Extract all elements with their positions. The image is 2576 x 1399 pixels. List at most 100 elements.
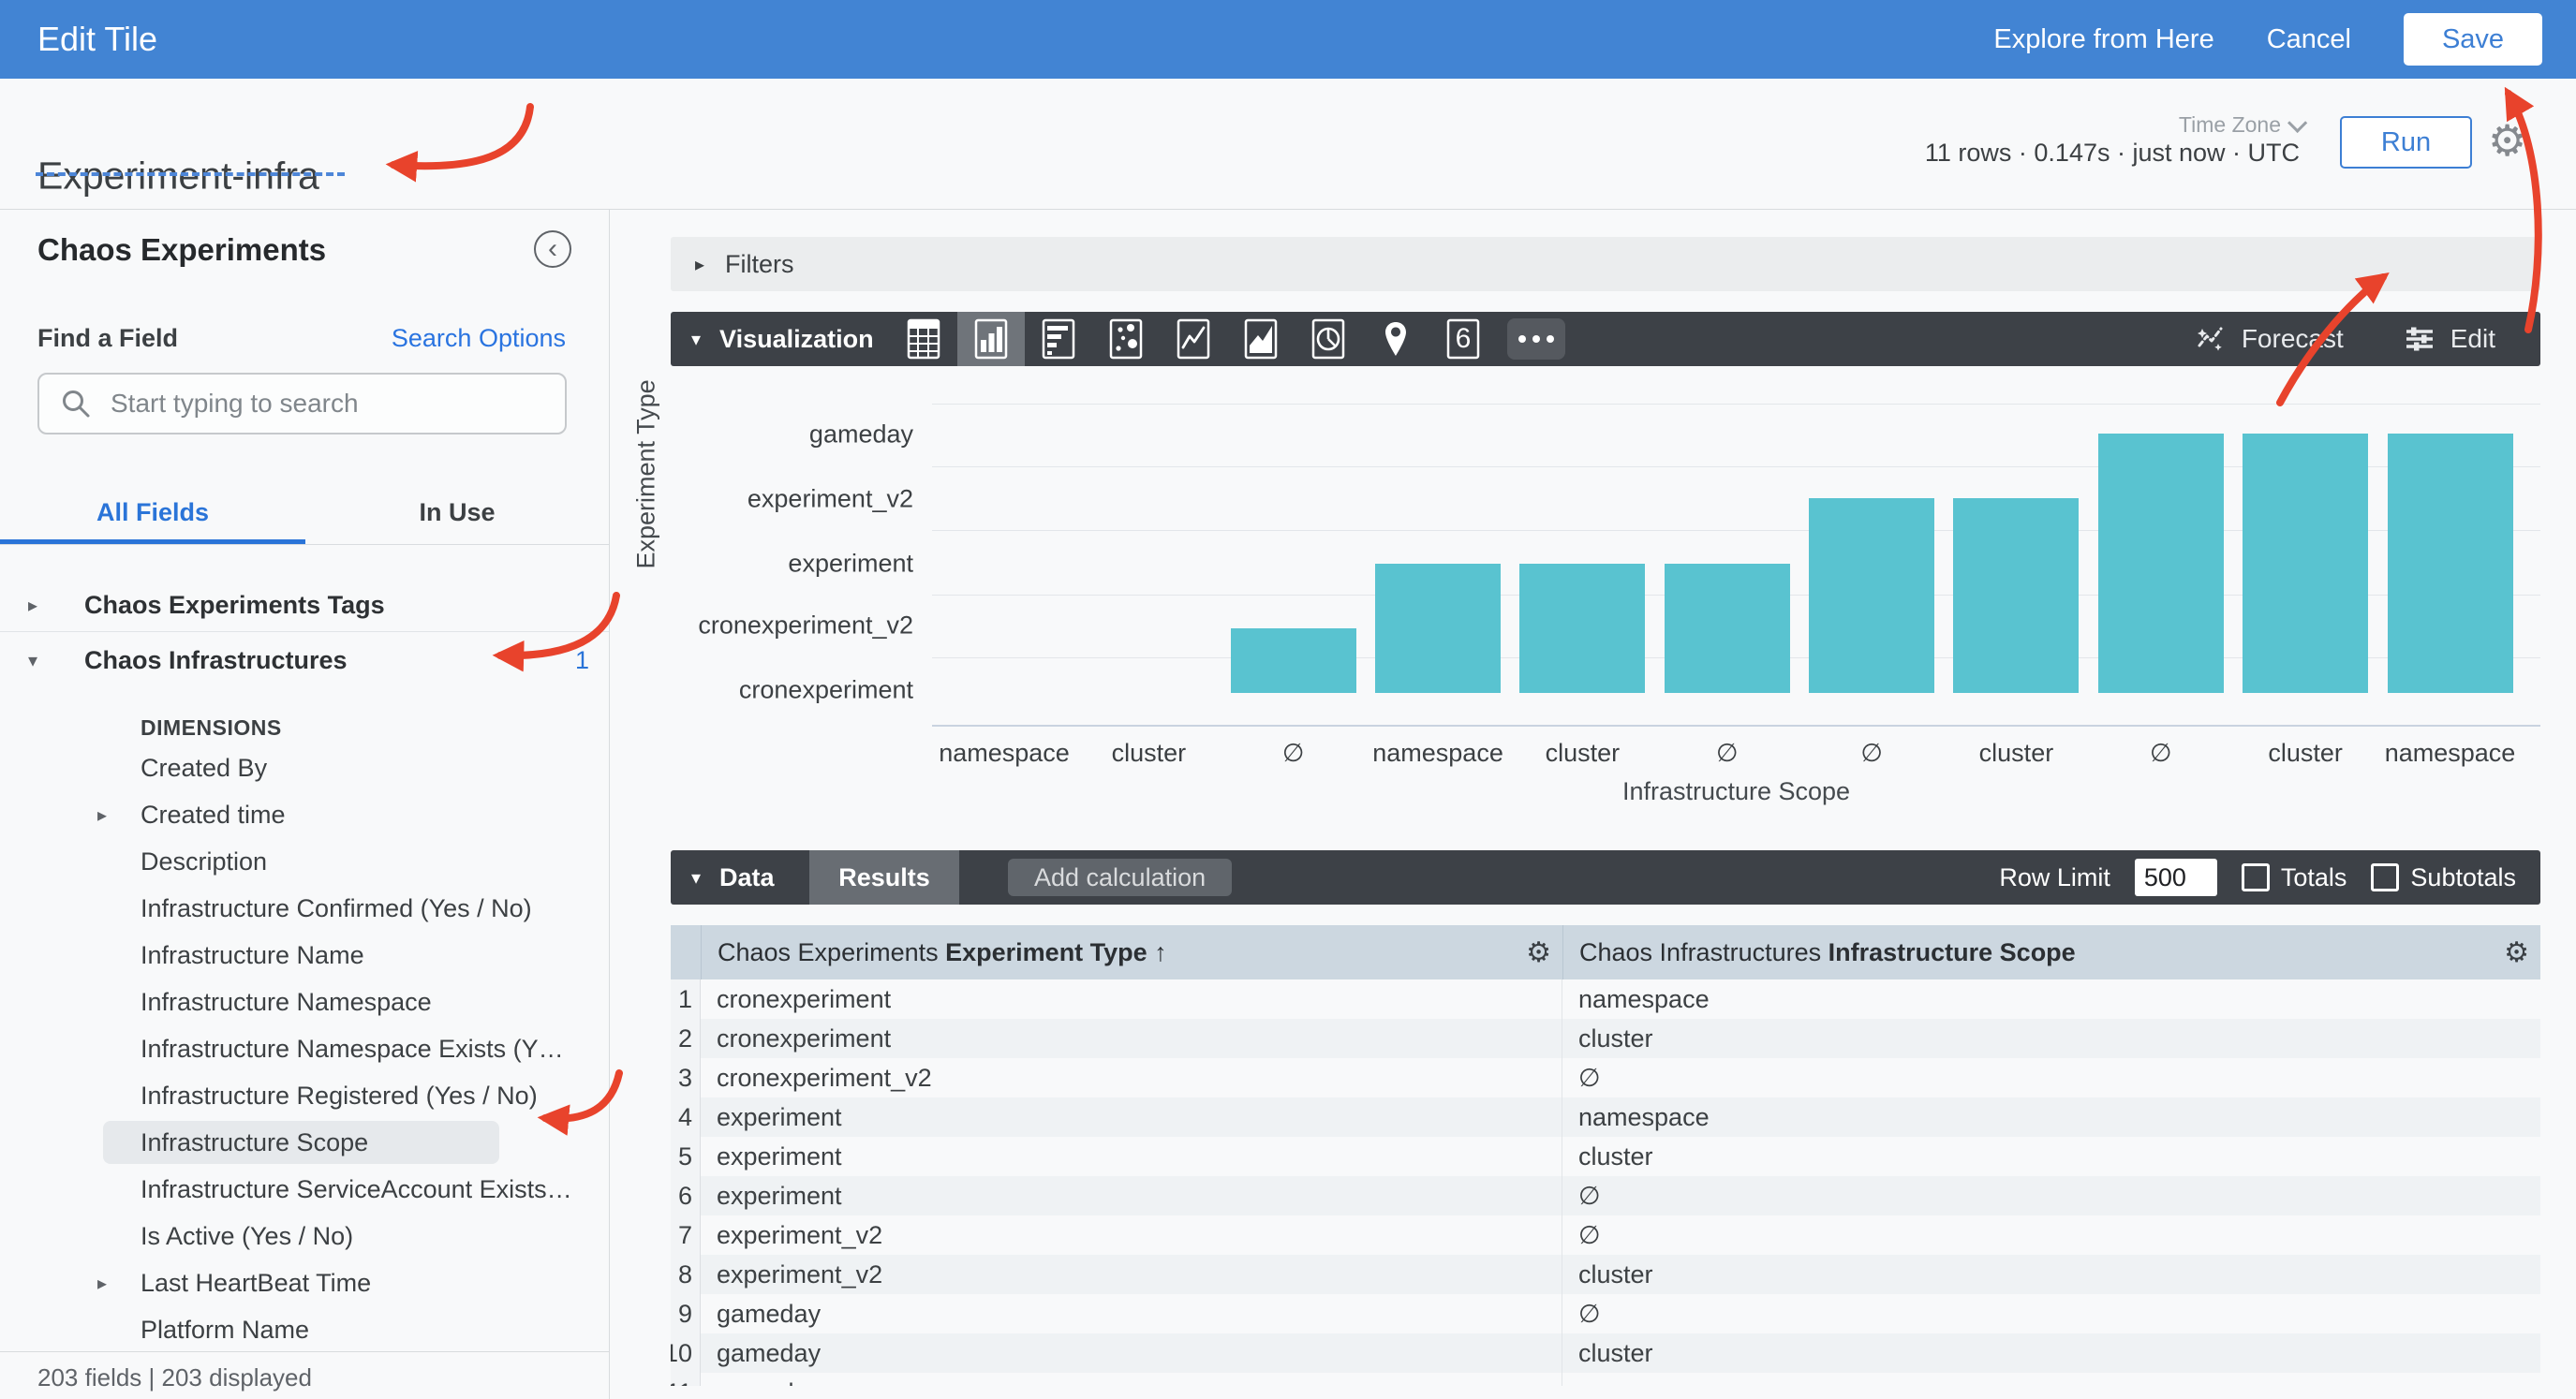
field-item[interactable]: Infrastructure Name [141,940,364,969]
line-chart-icon[interactable] [1160,312,1227,366]
table-row[interactable]: 3 cronexperiment_v2 ∅ [671,1058,2540,1097]
field-item[interactable]: Infrastructure Registered (Yes / No) [141,1081,538,1110]
table-row[interactable]: 5 experiment cluster [671,1137,2540,1176]
cell-experiment-type[interactable]: cronexperiment_v2 [701,1058,1562,1097]
map-pin-icon[interactable] [1362,312,1429,366]
forecast-button[interactable]: Forecast [2195,323,2344,355]
expand-caret-icon[interactable]: ▸ [97,1273,108,1294]
bar-chart-icon[interactable] [1025,312,1092,366]
field-item[interactable]: Created By [141,753,268,782]
timezone-control[interactable]: Time Zone [2179,112,2308,138]
gear-icon[interactable]: ⚙ [2504,936,2529,968]
cell-infrastructure-scope[interactable]: ∅ [1578,1063,1601,1092]
cell-experiment-type[interactable]: experiment [701,1176,1562,1215]
cell-experiment-type[interactable]: cronexperiment [701,1019,1562,1058]
sidebar-group-chaos-experiments-tags[interactable]: ▸ Chaos Experiments Tags [28,590,385,619]
cell-infrastructure-scope[interactable]: ∅ [1578,1181,1601,1210]
expand-caret-icon[interactable]: ▸ [695,254,705,275]
field-item[interactable]: Description [141,847,268,876]
cell-experiment-type[interactable]: gameday [701,1333,1562,1373]
cell-infrastructure-scope[interactable]: namespace [1562,1373,2539,1387]
field-item[interactable]: ▸ Last HeartBeat Time [97,1268,372,1297]
table-row[interactable]: 7 experiment_v2 ∅ [671,1215,2540,1255]
cell-infrastructure-scope[interactable]: cluster [1578,1259,1653,1289]
field-item[interactable]: Platform Name [141,1315,310,1344]
tab-all-fields[interactable]: All Fields [96,498,210,526]
subtotals-checkbox[interactable]: Subtotals [2371,863,2516,892]
visualization-toggle[interactable]: ▾ Visualization [671,312,874,366]
bar[interactable] [1519,563,1646,693]
field-search-box[interactable] [37,373,567,434]
cell-experiment-type[interactable]: experiment [701,1137,1562,1176]
field-item[interactable]: Infrastructure Namespace Exists (Y… [141,1034,564,1063]
tile-name[interactable]: Experiment-infra [37,154,319,198]
cell-experiment-type[interactable]: experiment_v2 [701,1215,1562,1255]
cell-infrastructure-scope[interactable]: ∅ [1578,1220,1601,1249]
row-limit-input[interactable] [2134,859,2217,896]
save-button[interactable]: Save [2404,13,2542,66]
field-item[interactable]: ▸ Created time [97,800,286,829]
table-row[interactable]: 2 cronexperiment cluster [671,1019,2540,1058]
table-row[interactable]: 10 gameday cluster [671,1333,2540,1373]
sidebar-group-chaos-infrastructures[interactable]: ▾ Chaos Infrastructures 1 [0,631,609,688]
cell-infrastructure-scope[interactable]: cluster [1578,1338,1653,1367]
search-options-link[interactable]: Search Options [391,324,566,352]
field-item[interactable]: Is Active (Yes / No) [141,1221,354,1250]
expand-caret-icon[interactable]: ▸ [28,595,38,616]
cell-experiment-type[interactable]: experiment [701,1097,1562,1137]
column-header-infrastructure-scope[interactable]: Chaos Infrastructures Infrastructure Sco… [1579,936,2529,968]
cell-infrastructure-scope[interactable]: namespace [1578,1102,1710,1131]
area-chart-icon[interactable] [1227,312,1295,366]
table-row[interactable]: 11gamedaynamespace [671,1373,2540,1386]
cell-experiment-type[interactable]: gameday [701,1373,1562,1386]
field-item[interactable]: Infrastructure Confirmed (Yes / No) [141,893,532,922]
table-row[interactable]: 1 cronexperiment namespace [671,979,2540,1019]
pie-chart-icon[interactable] [1295,312,1362,366]
cell-infrastructure-scope[interactable]: ∅ [1578,1299,1601,1328]
add-calculation-button[interactable]: Add calculation [1008,859,1233,896]
data-toggle[interactable]: ▾ Data [671,850,775,905]
cell-experiment-type[interactable]: experiment_v2 [701,1255,1562,1294]
cancel-button[interactable]: Cancel [2266,23,2351,54]
totals-checkbox[interactable]: Totals [2241,863,2347,892]
collapse-sidebar-icon[interactable]: ‹ [534,230,571,268]
bar[interactable] [2387,434,2513,693]
column-header-experiment-type[interactable]: Chaos Experiments Experiment Type ↑ ⚙ [702,925,1563,979]
table-row[interactable]: 8 experiment_v2 cluster [671,1255,2540,1294]
field-item[interactable]: Infrastructure ServiceAccount Exists… [141,1174,572,1203]
table-row[interactable]: 4 experiment namespace [671,1097,2540,1137]
bar[interactable] [2243,434,2369,693]
search-input[interactable] [109,388,525,420]
run-button[interactable]: Run [2340,116,2472,169]
bar[interactable] [2097,434,2224,693]
bar[interactable] [1809,498,1935,693]
table-row[interactable]: 6 experiment ∅ [671,1176,2540,1215]
single-value-icon[interactable]: 6 [1429,312,1497,366]
field-item[interactable]: Infrastructure Namespace [141,987,432,1016]
collapse-caret-icon[interactable]: ▾ [28,650,38,671]
bar[interactable] [1230,627,1356,693]
cell-experiment-type[interactable]: cronexperiment [701,979,1562,1019]
cell-infrastructure-scope[interactable]: cluster [1578,1023,1653,1053]
bar[interactable] [1375,563,1502,693]
tab-in-use[interactable]: In Use [419,498,496,526]
cell-experiment-type[interactable]: gameday [701,1294,1562,1333]
edit-visualization-button[interactable]: Edit [2404,323,2495,355]
table-icon[interactable] [890,312,957,366]
gear-icon[interactable]: ⚙ [1526,936,1551,968]
scatter-plot-icon[interactable] [1092,312,1160,366]
table-row[interactable]: 9 gameday ∅ [671,1294,2540,1333]
cell-infrastructure-scope[interactable]: cluster [1578,1141,1653,1171]
expand-caret-icon[interactable]: ▸ [97,804,108,826]
gear-icon[interactable]: ⚙ [2488,116,2527,165]
field-item[interactable]: Infrastructure Scope [0,1119,609,1166]
column-chart-icon[interactable] [957,312,1025,366]
bar[interactable] [1953,498,2080,693]
sliders-icon [2406,327,2433,351]
more-options-icon[interactable] [1497,312,1576,366]
results-tab[interactable]: Results [809,850,959,905]
explore-from-here-button[interactable]: Explore from Here [1993,23,2214,54]
cell-infrastructure-scope[interactable]: namespace [1578,984,1710,1013]
filters-section-header[interactable]: ▸ Filters [671,237,2540,291]
bar[interactable] [1664,563,1790,693]
